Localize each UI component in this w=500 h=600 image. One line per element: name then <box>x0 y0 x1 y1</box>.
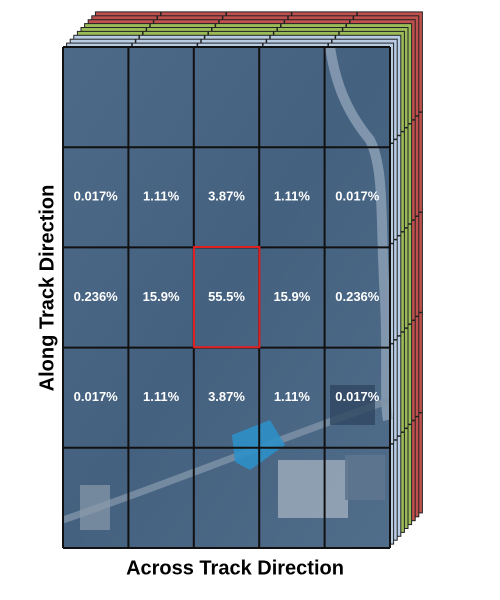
cell-value: 3.87% <box>208 189 245 204</box>
cell-value: 1.11% <box>274 389 311 404</box>
building <box>80 485 110 530</box>
cell-value: 3.87% <box>208 389 245 404</box>
cell-value: 15.9% <box>273 289 310 304</box>
cell-values: 0.017% 1.11% 3.87% 1.11% 0.017% 0.236% 15.9% 55… <box>74 189 380 404</box>
cell-value: 1.11% <box>143 189 180 204</box>
cell-value: 0.017% <box>335 389 380 404</box>
across-label: Across Track Direction <box>126 557 344 579</box>
cell-value: 0.017% <box>74 389 119 404</box>
cell-value: 0.017% <box>74 189 119 204</box>
road <box>325 46 393 421</box>
along-label: Along Track Direction <box>36 185 58 392</box>
cell-value: 1.11% <box>274 189 311 204</box>
cell-value: 15.9% <box>143 289 180 304</box>
cell-value: 55.5% <box>208 289 245 304</box>
cell-value: 1.11% <box>143 389 180 404</box>
cell-value: 0.236% <box>74 289 119 304</box>
building <box>345 455 385 500</box>
cell-value: 0.017% <box>335 189 380 204</box>
front-layer: 0.017% 1.11% 3.87% 1.11% 0.017% 0.236% 15.9% 55… <box>61 46 393 549</box>
trees <box>330 385 375 425</box>
cell-value: 0.236% <box>335 289 380 304</box>
building <box>278 460 348 518</box>
highlight-cell <box>193 246 261 349</box>
